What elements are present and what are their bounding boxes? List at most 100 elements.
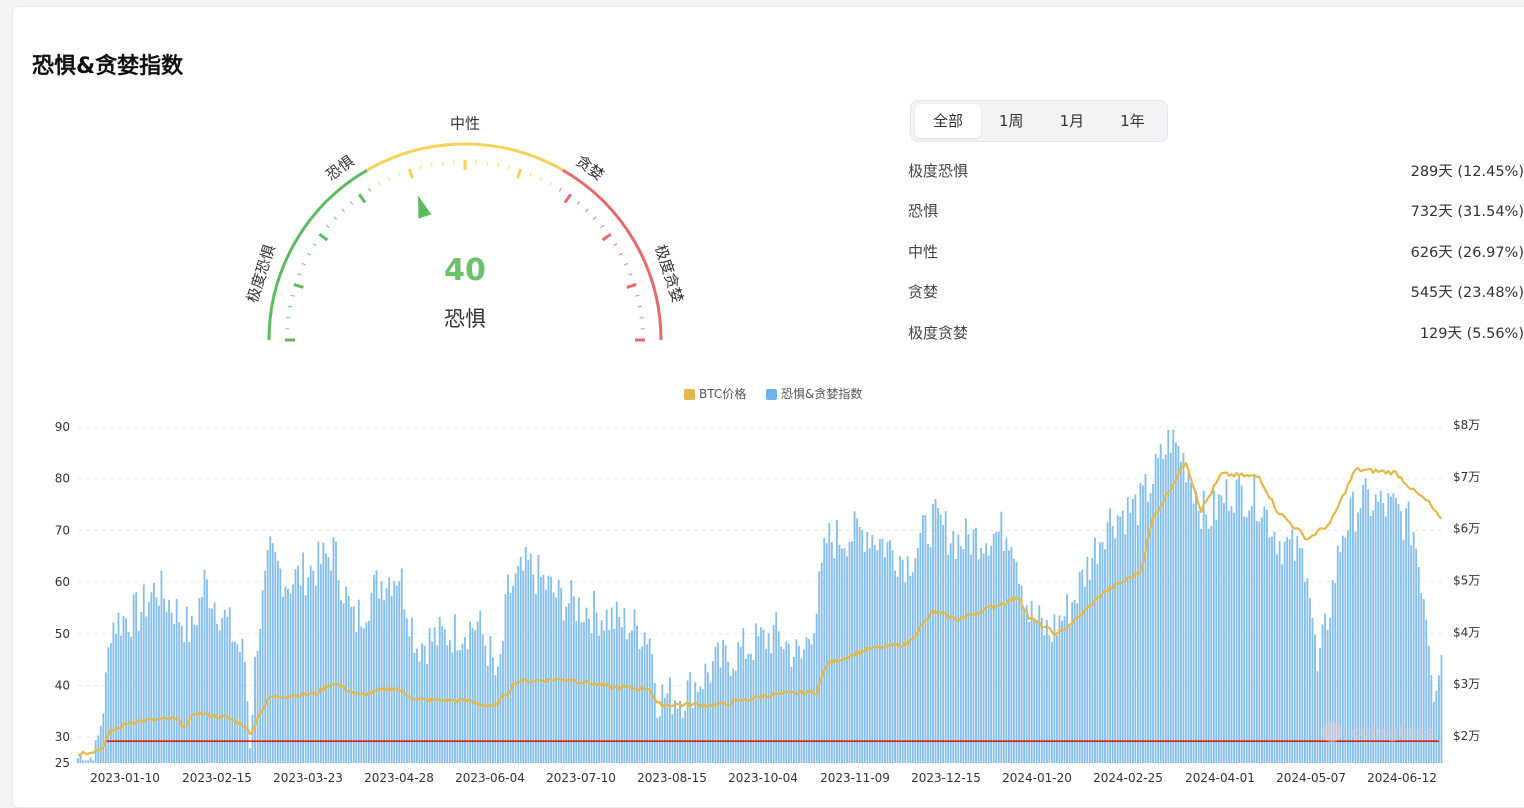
fear-greed-bar	[717, 643, 719, 763]
fear-greed-bar	[1099, 543, 1101, 763]
fear-greed-bar	[894, 571, 896, 763]
fear-greed-bar	[1170, 453, 1172, 763]
gauge-tick	[540, 177, 542, 181]
x-tick: 2023-04-28	[364, 771, 434, 785]
fear-greed-bar	[224, 610, 226, 763]
fear-greed-bar	[348, 596, 350, 763]
fear-greed-bar	[1016, 562, 1018, 763]
fear-greed-bar	[267, 550, 269, 763]
gauge-tick	[313, 244, 316, 246]
fear-greed-bar	[565, 607, 567, 763]
fear-greed-bar	[932, 504, 934, 763]
fear-greed-bar	[1079, 572, 1081, 763]
fear-greed-bar	[740, 647, 742, 763]
tab-1-month[interactable]: 1月	[1042, 104, 1103, 138]
fear-greed-bar	[793, 657, 795, 763]
fear-greed-bar	[839, 545, 841, 763]
fear-greed-bar	[684, 711, 686, 763]
fear-greed-bar	[1076, 603, 1078, 763]
fear-greed-bar	[1430, 675, 1432, 763]
gauge-tick	[487, 161, 488, 165]
fear-greed-bar	[851, 541, 853, 763]
fear-greed-bar	[1284, 542, 1286, 763]
gauge-tick	[559, 188, 561, 191]
fear-greed-bar	[492, 657, 494, 763]
fear-greed-bar	[1132, 499, 1134, 763]
fear-greed-bar	[808, 639, 810, 763]
fear-greed-bar	[1193, 504, 1195, 763]
fear-greed-bar	[672, 714, 674, 763]
legend-label-btc[interactable]: BTC价格	[699, 386, 746, 401]
fear-greed-bar	[153, 583, 155, 763]
stat-value: 732天 (31.54%)	[1411, 200, 1524, 221]
fear-greed-bar	[689, 672, 691, 763]
fear-greed-bar	[745, 659, 747, 763]
stat-label: 贪婪	[908, 281, 938, 302]
fear-greed-bar	[282, 597, 284, 763]
fear-greed-bar	[889, 540, 891, 763]
fear-greed-bar	[196, 625, 198, 763]
fear-greed-bar	[140, 612, 142, 763]
fear-greed-bar	[884, 557, 886, 763]
fear-greed-bar	[87, 760, 89, 763]
fear-greed-bar	[586, 608, 588, 763]
fear-greed-bar	[1319, 648, 1321, 763]
fear-greed-bar	[591, 633, 593, 763]
fear-greed-bar	[664, 698, 666, 763]
fear-greed-bar	[558, 580, 560, 763]
fear-greed-bar	[441, 626, 443, 763]
fear-greed-bar	[826, 543, 828, 763]
fear-greed-bar	[429, 628, 431, 763]
fear-greed-bar	[983, 553, 985, 763]
fear-greed-bar	[669, 677, 671, 763]
tab-1-week[interactable]: 1周	[981, 104, 1042, 138]
fear-greed-bar	[1069, 626, 1071, 763]
fear-greed-bar	[497, 667, 499, 763]
fear-greed-bar	[1005, 538, 1007, 763]
tab-all[interactable]: 全部	[915, 104, 981, 138]
fear-greed-bar	[568, 603, 570, 763]
fear-greed-bar	[515, 573, 517, 763]
fear-greed-bar	[639, 649, 641, 763]
fear-greed-bar	[1251, 506, 1253, 763]
fear-greed-bar	[1243, 517, 1245, 763]
fear-greed-bar	[310, 565, 312, 763]
fear-greed-bar	[1205, 514, 1207, 763]
gauge-tick	[298, 274, 302, 275]
tab-1-year[interactable]: 1年	[1102, 104, 1163, 138]
fear-greed-bar	[297, 565, 299, 763]
fear-greed-bar	[1195, 491, 1197, 763]
fear-greed-history-chart[interactable]: BTC价格恐惧&贪婪指数2530405060708090$2万$3万$4万$5万…	[0, 380, 1524, 790]
fear-greed-bar	[844, 548, 846, 763]
fear-greed-bar	[828, 523, 830, 763]
fear-greed-bar	[598, 636, 600, 763]
fear-greed-bar	[836, 520, 838, 763]
fear-greed-bar	[861, 530, 863, 763]
fear-greed-bar	[1286, 537, 1288, 763]
fear-greed-bar	[1140, 483, 1142, 763]
fear-greed-bar	[616, 602, 618, 763]
fear-greed-bar	[1056, 635, 1058, 763]
gauge-status: 恐惧	[444, 307, 486, 331]
fear-greed-bar	[186, 607, 188, 763]
fear-greed-bar	[100, 726, 102, 763]
fear-greed-bar	[651, 654, 653, 763]
fear-greed-bar	[1233, 513, 1235, 763]
fear-greed-bar	[206, 579, 208, 763]
gauge-tick	[334, 217, 337, 220]
fear-greed-bar	[269, 536, 271, 763]
fear-greed-bar	[1175, 443, 1177, 763]
gauge-tick	[431, 163, 432, 167]
fear-greed-bar	[378, 599, 380, 763]
fear-greed-bar	[629, 633, 631, 763]
legend-label-index[interactable]: 恐惧&贪婪指数	[781, 386, 862, 401]
fear-greed-bar	[1231, 506, 1233, 763]
gauge-tick	[585, 209, 588, 212]
fear-greed-bar	[350, 607, 352, 763]
fear-greed-bar	[677, 709, 679, 763]
fear-greed-bar	[879, 539, 881, 763]
fear-greed-bar	[646, 644, 648, 763]
fear-greed-bar	[239, 652, 241, 763]
fear-greed-bar	[254, 657, 256, 763]
fear-greed-bar	[229, 607, 231, 763]
